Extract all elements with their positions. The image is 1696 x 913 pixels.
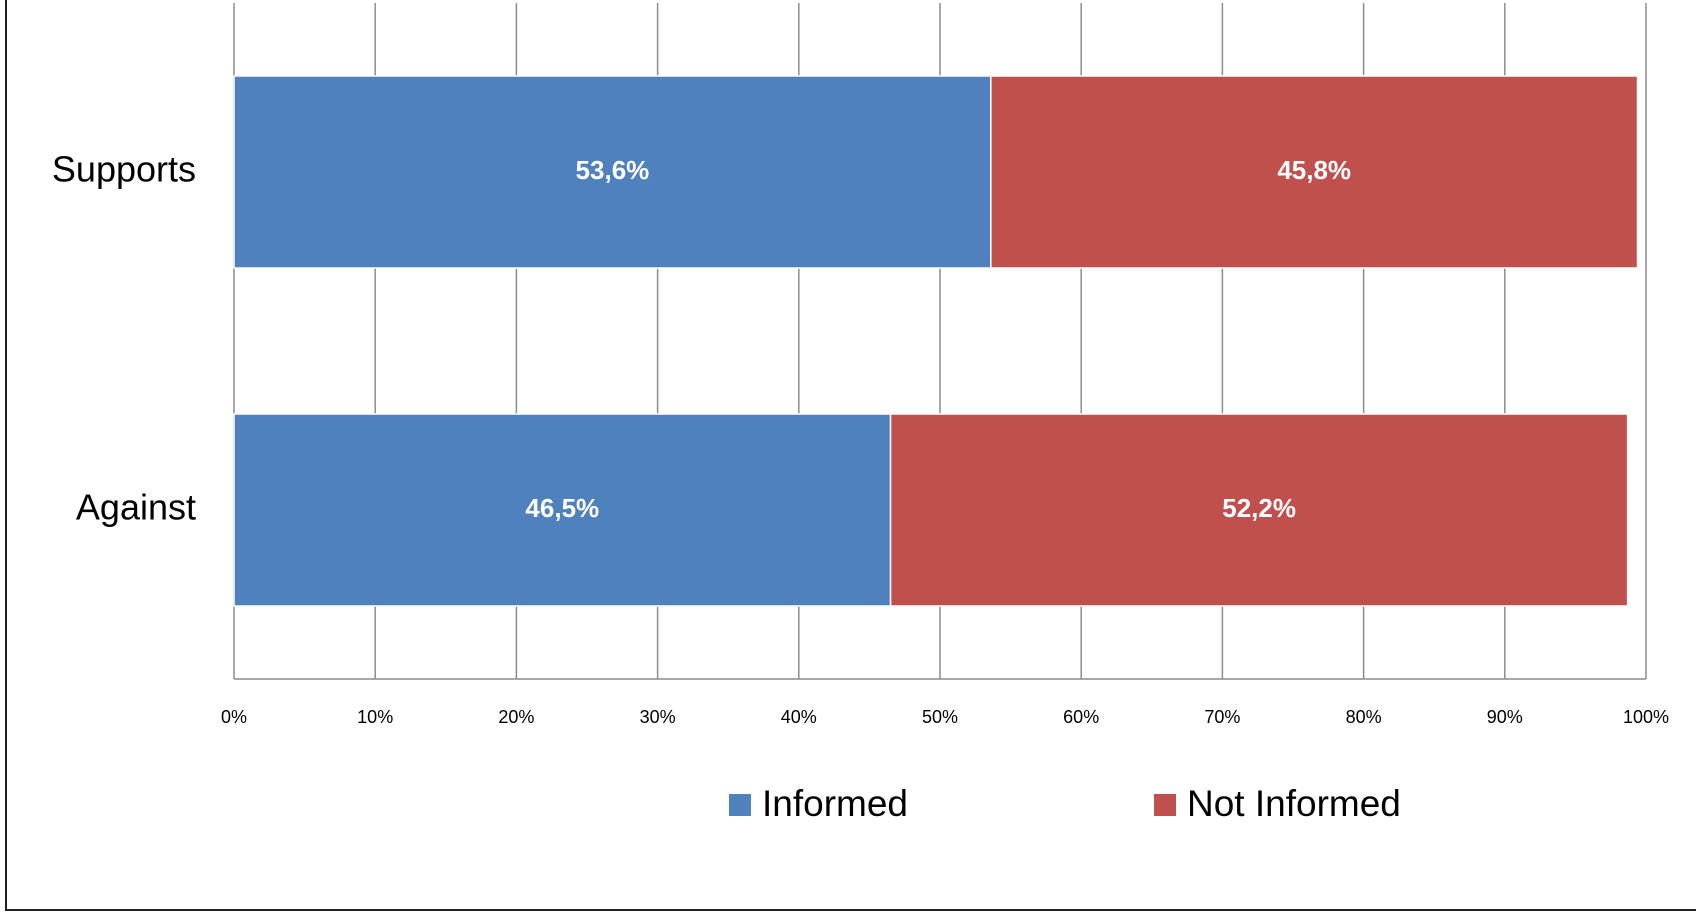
legend-label: Informed: [762, 783, 908, 824]
data-label: 53,6%: [576, 155, 650, 185]
x-tick-label: 60%: [1063, 707, 1099, 727]
bar-segment: [990, 75, 1639, 269]
y-tick-label: Against: [76, 487, 196, 528]
x-tick-label: 90%: [1487, 707, 1523, 727]
data-label: 46,5%: [525, 493, 599, 523]
bar-segment: [233, 413, 892, 607]
bar-segment: [233, 75, 992, 269]
x-tick-label: 0%: [221, 707, 247, 727]
x-tick-label: 70%: [1204, 707, 1240, 727]
x-tick-label: 80%: [1346, 707, 1382, 727]
x-tick-label: 100%: [1623, 707, 1669, 727]
x-tick-label: 20%: [498, 707, 534, 727]
data-label: 45,8%: [1277, 155, 1351, 185]
x-tick-label: 10%: [357, 707, 393, 727]
legend-swatch: [729, 794, 751, 816]
legend-swatch: [1154, 794, 1176, 816]
y-tick-label: Supports: [52, 149, 196, 190]
x-tick-label: 30%: [640, 707, 676, 727]
x-tick-label: 50%: [922, 707, 958, 727]
bar-segment: [889, 413, 1629, 607]
x-tick-label: 40%: [781, 707, 817, 727]
legend-label: Not Informed: [1187, 783, 1401, 824]
data-label: 52,2%: [1222, 493, 1296, 523]
